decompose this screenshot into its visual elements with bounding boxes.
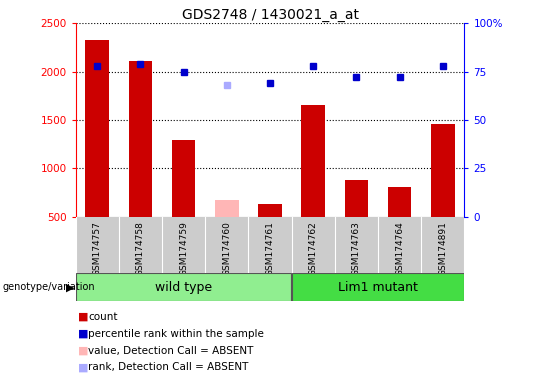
Bar (85, 40, 109, 217)
Bar (172, 141, 195, 217)
Bar (77, 273, 291, 301)
Bar (129, 61, 152, 217)
Text: GSM174759: GSM174759 (179, 222, 188, 276)
Text: genotype/variation: genotype/variation (3, 282, 96, 292)
Bar (431, 124, 455, 217)
Text: GSM174764: GSM174764 (395, 222, 404, 276)
Bar (388, 187, 411, 217)
Text: rank, Detection Call = ABSENT: rank, Detection Call = ABSENT (88, 362, 248, 372)
Text: GSM174757: GSM174757 (93, 222, 102, 276)
Bar (301, 106, 325, 217)
Text: ■: ■ (78, 346, 89, 356)
Bar (215, 200, 239, 217)
Text: count: count (88, 312, 118, 322)
Text: Lim1 mutant: Lim1 mutant (338, 281, 418, 293)
Title: GDS2748 / 1430021_a_at: GDS2748 / 1430021_a_at (181, 8, 359, 22)
Bar (293, 273, 463, 301)
Text: wild type: wild type (155, 281, 212, 293)
Text: ■: ■ (78, 329, 89, 339)
Text: GSM174760: GSM174760 (222, 222, 231, 276)
Text: GSM174763: GSM174763 (352, 222, 361, 276)
Text: ■: ■ (78, 362, 89, 372)
Text: GSM174761: GSM174761 (266, 222, 274, 276)
Text: ▶: ▶ (66, 282, 75, 292)
Bar (345, 180, 368, 217)
Text: ■: ■ (78, 312, 89, 322)
Text: GSM174758: GSM174758 (136, 222, 145, 276)
Text: percentile rank within the sample: percentile rank within the sample (88, 329, 264, 339)
Bar (258, 204, 282, 217)
Text: GSM174891: GSM174891 (438, 222, 447, 276)
Text: value, Detection Call = ABSENT: value, Detection Call = ABSENT (88, 346, 253, 356)
Text: GSM174762: GSM174762 (309, 222, 318, 276)
